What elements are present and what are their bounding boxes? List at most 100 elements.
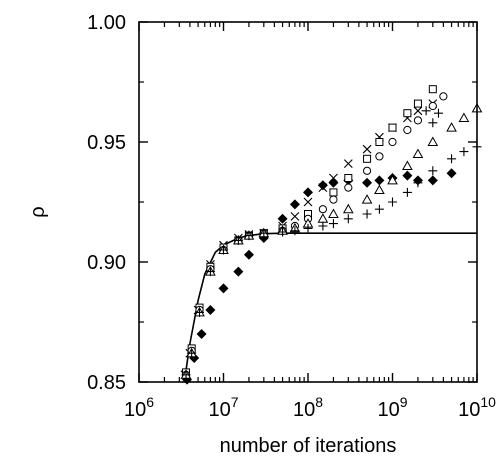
series-3 bbox=[182, 85, 437, 377]
data-point-diamond bbox=[374, 175, 385, 186]
x-tick-label-exponent: 6 bbox=[146, 394, 154, 410]
data-point-diamond bbox=[233, 266, 244, 277]
data-point-triangle bbox=[427, 136, 439, 146]
data-point-circle bbox=[329, 195, 338, 204]
data-point-plus bbox=[278, 227, 288, 237]
series-line bbox=[184, 232, 477, 378]
data-point-circle bbox=[344, 183, 353, 192]
x-axis-label: number of iterations bbox=[220, 435, 397, 457]
data-point-triangle bbox=[446, 122, 457, 132]
data-point-plus bbox=[318, 221, 328, 231]
series-5 bbox=[421, 106, 443, 128]
data-point-circle bbox=[318, 205, 327, 214]
data-point-plus bbox=[388, 197, 397, 207]
data-point-plus bbox=[219, 245, 228, 255]
series-1 bbox=[182, 168, 457, 385]
y-axis-label: ρ bbox=[27, 206, 49, 217]
data-point-plus bbox=[433, 108, 443, 118]
plot-marks bbox=[180, 85, 483, 385]
data-point-diamond bbox=[277, 213, 288, 224]
data-point-diamond bbox=[196, 329, 207, 339]
data-point-cross bbox=[303, 197, 313, 207]
y-tick-labels: 0.85 0.90 0.95 1.00 bbox=[87, 12, 126, 394]
data-point-plus bbox=[428, 166, 438, 176]
data-point-plus bbox=[195, 307, 205, 317]
data-point-square bbox=[403, 109, 412, 118]
x-tick-label-exponent: 8 bbox=[315, 394, 323, 410]
data-point-square bbox=[363, 154, 372, 163]
data-point-square bbox=[344, 174, 353, 182]
data-point-plus bbox=[413, 178, 423, 188]
data-point-plus bbox=[187, 348, 197, 358]
data-point-square bbox=[428, 85, 437, 94]
data-point-triangle bbox=[402, 160, 413, 170]
data-point-diamond bbox=[427, 175, 438, 186]
x-tick-label-exponent: 7 bbox=[231, 394, 239, 410]
x-tick-label-exponent: 10 bbox=[480, 394, 496, 410]
data-point-plus bbox=[290, 226, 300, 236]
data-point-plus bbox=[428, 118, 438, 128]
axis-ticks bbox=[138, 21, 478, 383]
x-tick-label-exponent: 9 bbox=[400, 394, 408, 410]
data-point-diamond bbox=[446, 168, 457, 179]
data-point-plus bbox=[374, 204, 384, 214]
x-tick-label: 1010 bbox=[458, 394, 496, 421]
x-tick-label-base: 10 bbox=[124, 399, 146, 421]
data-point-diamond bbox=[317, 180, 328, 191]
y-tick-label: 0.85 bbox=[87, 372, 126, 394]
data-point-circle bbox=[413, 116, 423, 125]
data-point-triangle bbox=[412, 148, 424, 158]
data-point-diamond bbox=[328, 177, 339, 188]
x-tick-labels: 106 107 108 109 1010 bbox=[124, 394, 496, 421]
data-point-plus bbox=[362, 209, 372, 219]
data-point-plus bbox=[181, 370, 191, 380]
data-point-triangle bbox=[458, 112, 470, 122]
data-point-diamond bbox=[362, 177, 373, 188]
data-point-square bbox=[388, 123, 397, 132]
data-point-plus bbox=[328, 219, 338, 229]
data-point-cross bbox=[413, 106, 423, 116]
data-point-triangle bbox=[361, 194, 373, 204]
data-point-diamond bbox=[402, 170, 413, 181]
data-point-circle bbox=[375, 152, 384, 161]
data-point-triangle bbox=[328, 208, 339, 218]
data-point-square bbox=[329, 188, 338, 197]
data-point-circle bbox=[362, 166, 372, 175]
data-point-diamond bbox=[205, 305, 216, 315]
y-tick-label: 1.00 bbox=[87, 12, 126, 34]
data-point-cross bbox=[343, 159, 353, 168]
data-point-plus bbox=[459, 147, 469, 157]
data-point-diamond bbox=[289, 199, 300, 210]
series-2 bbox=[180, 99, 438, 380]
data-point-triangle bbox=[317, 213, 329, 223]
data-point-plus bbox=[402, 187, 412, 197]
y-tick-label: 0.90 bbox=[87, 252, 126, 274]
data-point-plus bbox=[244, 231, 254, 241]
x-tick-label-base: 10 bbox=[293, 399, 315, 421]
data-point-plus bbox=[233, 235, 243, 245]
series-7 bbox=[181, 142, 482, 380]
data-point-cross bbox=[329, 173, 338, 183]
x-tick-label-base: 10 bbox=[377, 399, 399, 421]
data-point-cross bbox=[362, 144, 372, 154]
x-tick-label-base: 10 bbox=[458, 399, 480, 421]
data-point-triangle bbox=[342, 203, 354, 214]
data-point-plus bbox=[421, 106, 431, 116]
series-4 bbox=[181, 92, 448, 379]
x-tick-label: 109 bbox=[377, 394, 407, 421]
data-point-plus bbox=[447, 154, 457, 164]
y-tick-label: 0.95 bbox=[87, 132, 126, 154]
x-tick-label-base: 10 bbox=[208, 399, 230, 421]
data-point-circle bbox=[403, 125, 412, 135]
data-point-triangle bbox=[387, 174, 398, 185]
data-point-circle bbox=[439, 92, 448, 101]
series-6 bbox=[180, 102, 483, 379]
data-point-square bbox=[413, 99, 422, 108]
x-tick-label: 106 bbox=[124, 394, 154, 421]
series-0 bbox=[184, 232, 477, 378]
data-point-cross bbox=[290, 212, 300, 221]
data-point-triangle bbox=[374, 184, 385, 194]
data-point-plus bbox=[343, 214, 353, 224]
data-point-square bbox=[375, 138, 384, 146]
